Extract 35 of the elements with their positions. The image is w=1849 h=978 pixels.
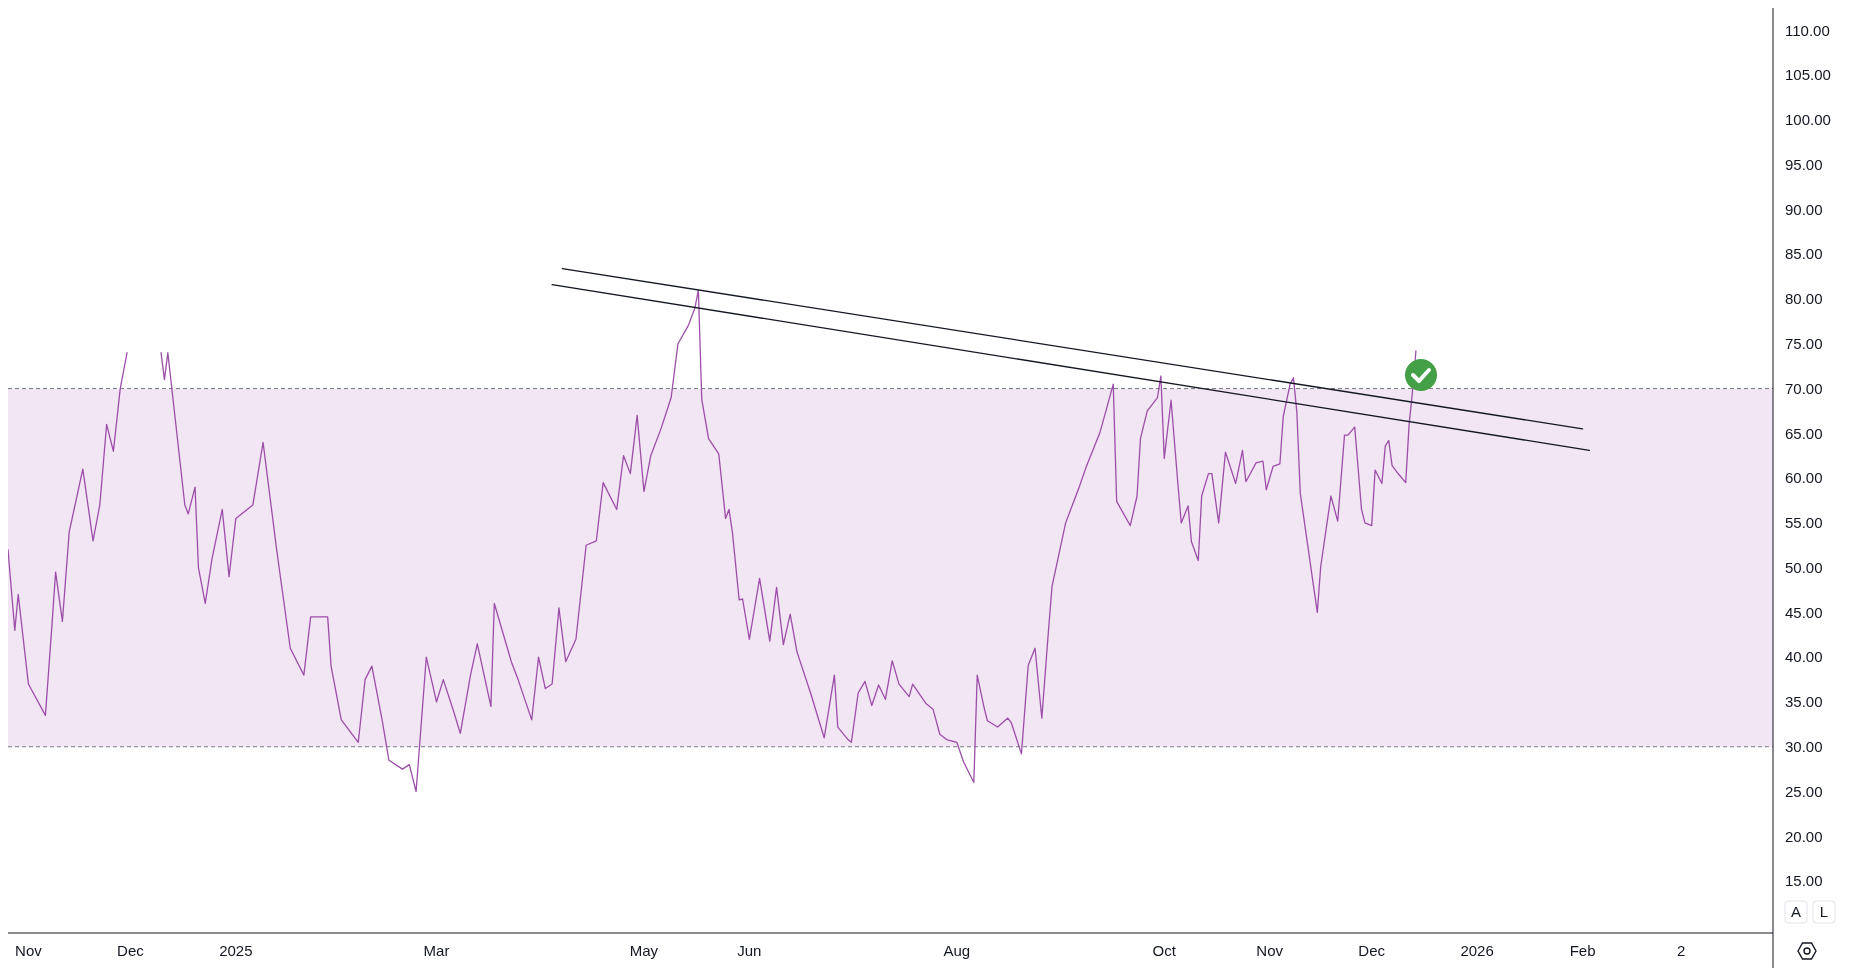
y-tick-label: 110.00	[1785, 21, 1830, 39]
y-tick-label: 45.00	[1785, 603, 1823, 621]
toggle-button: L	[1812, 900, 1836, 924]
x-tick-label: Dec	[1358, 942, 1386, 960]
y-tick-label: 105.00	[1785, 66, 1831, 84]
y-tick-label: 55.00	[1785, 514, 1823, 532]
x-tick-label: Oct	[1152, 942, 1177, 960]
y-tick-label: 100.00	[1785, 111, 1831, 129]
x-tick-label: Nov	[1256, 942, 1284, 960]
y-tick-label: 15.00	[1785, 872, 1823, 890]
x-tick-label: Dec	[117, 942, 145, 960]
x-tick-label: Nov	[15, 942, 43, 960]
y-tick-label: 25.00	[1785, 782, 1823, 800]
y-tick-label: 60.00	[1785, 469, 1823, 487]
y-tick-label: 35.00	[1785, 693, 1823, 711]
x-tick-label: 2025	[219, 942, 253, 960]
y-tick-label: 75.00	[1785, 335, 1823, 353]
y-tick-label: 95.00	[1785, 155, 1823, 173]
x-tick-label: Feb	[1569, 942, 1596, 960]
x-tick-label: May	[629, 942, 659, 960]
y-tick-label: 85.00	[1785, 245, 1823, 263]
y-tick-label: 20.00	[1785, 827, 1823, 845]
y-tick-label: 65.00	[1785, 424, 1823, 442]
x-tick-label: 2026	[1460, 942, 1494, 960]
x-tick-label: Mar	[423, 942, 450, 960]
y-tick-label: 30.00	[1785, 738, 1823, 755]
y-tick-label: 50.00	[1785, 558, 1823, 576]
y-tick-label: 40.00	[1785, 648, 1823, 666]
toggle-button: A	[1784, 900, 1808, 924]
x-tick-label: Aug	[943, 942, 971, 960]
y-tick-label: 70.00	[1785, 379, 1823, 397]
x-tick-label: Jun	[737, 942, 762, 960]
y-tick-label: 80.00	[1785, 290, 1823, 308]
y-tick-label: 90.00	[1785, 200, 1823, 218]
x-tick-label: 2	[1677, 942, 1686, 960]
